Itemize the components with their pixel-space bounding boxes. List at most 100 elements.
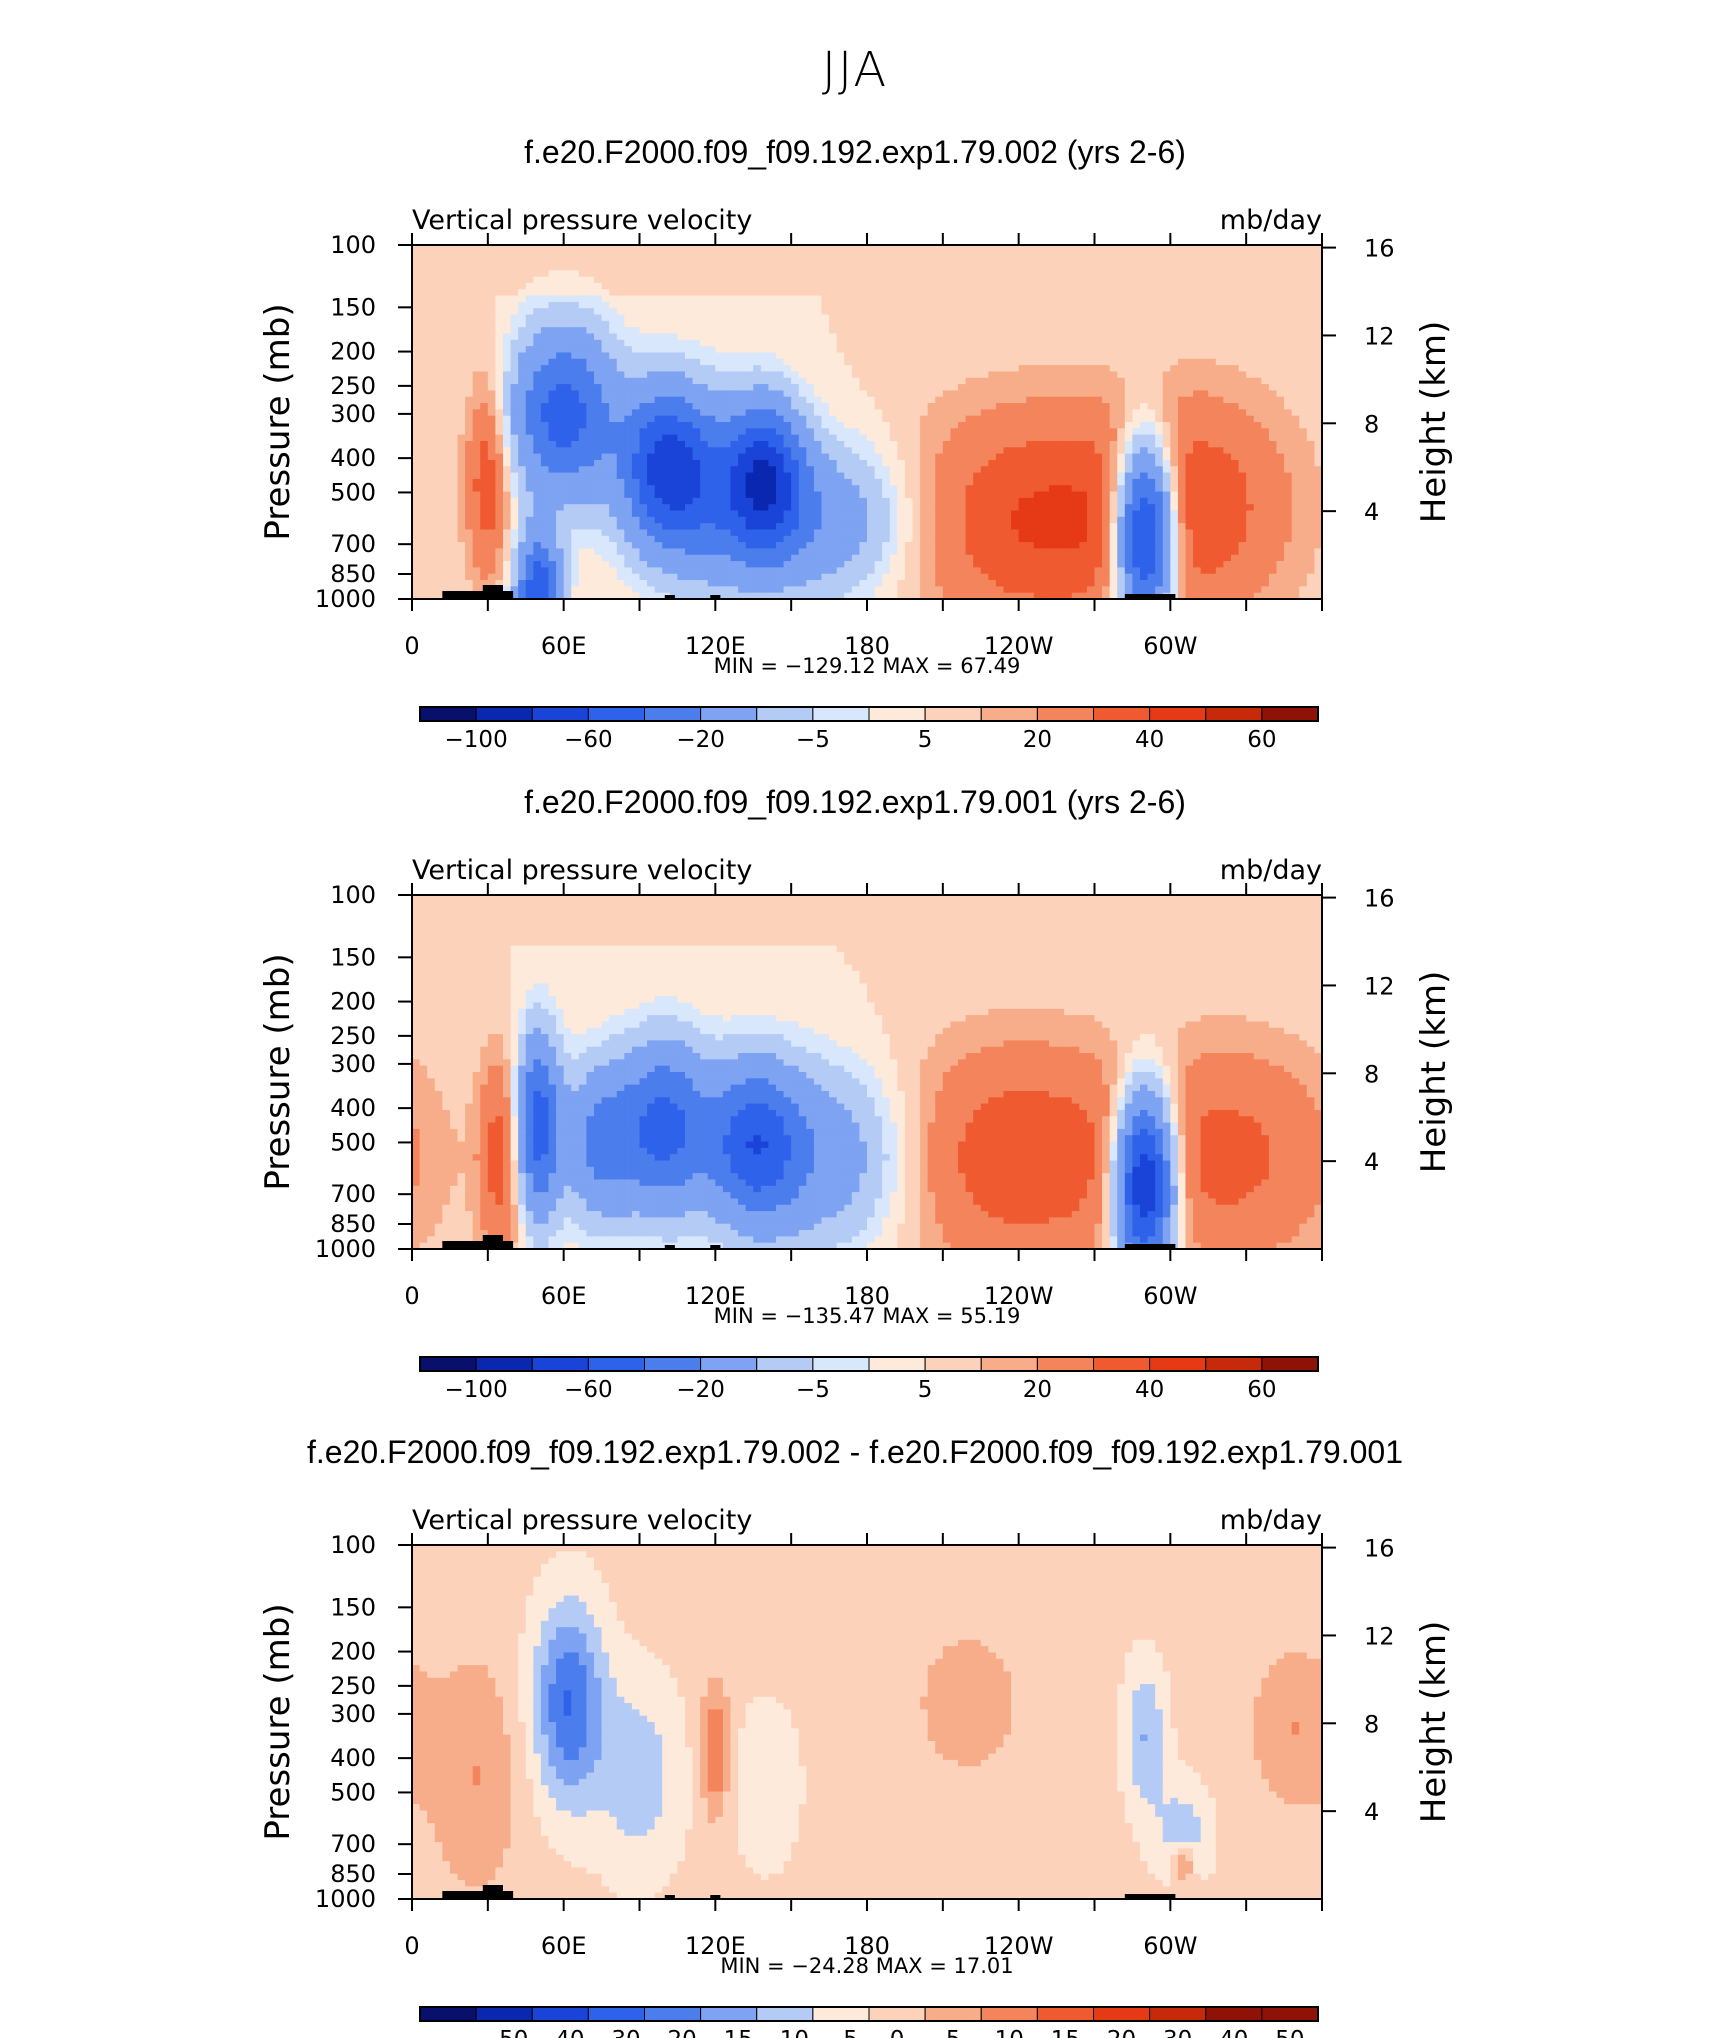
y-tick-label: 850	[330, 1210, 376, 1238]
topography-block	[482, 585, 503, 599]
colorbar-box	[868, 2006, 926, 2022]
topography-block	[442, 1241, 514, 1249]
x-tick-label: 180	[844, 1932, 890, 1960]
colorbar-label: −20	[676, 1377, 725, 1403]
y-tick-label: 100	[330, 881, 376, 909]
contour-field	[412, 245, 1322, 599]
topography-block	[710, 595, 721, 599]
stats-text: MIN = −129.12 MAX = 67.49	[714, 654, 1021, 678]
colorbar-label: −60	[564, 727, 613, 753]
y-axis-label: Pressure (mb)	[258, 303, 298, 540]
units-label: mb/day	[1220, 855, 1322, 886]
colorbar-box	[812, 706, 870, 722]
x-tick-label: 60E	[541, 1282, 587, 1310]
colorbar-box	[644, 2006, 702, 2022]
colorbar-label: 15	[1051, 2027, 1080, 2038]
colorbar-box	[1093, 2006, 1151, 2022]
colorbar-box	[812, 2006, 870, 2022]
colorbar-box	[419, 2006, 477, 2022]
contour-field	[412, 895, 1322, 1249]
height-tick-label: 8	[1364, 1060, 1379, 1088]
colorbar-label: 40	[1219, 2027, 1248, 2038]
colorbar-box	[1205, 706, 1263, 722]
y-axis-right-label: Height (km)	[1414, 321, 1454, 524]
y-tick-label: 500	[330, 1778, 376, 1806]
colorbar-label: −100	[445, 727, 508, 753]
topography-block	[482, 1885, 503, 1899]
y-tick-label: 700	[330, 1830, 376, 1858]
y-tick-label: 250	[330, 1022, 376, 1050]
colorbar-box	[587, 706, 645, 722]
topography-block	[1124, 1244, 1176, 1249]
y-axis-label: Pressure (mb)	[258, 1603, 298, 1840]
height-tick-label: 4	[1364, 1148, 1379, 1176]
topography-block	[710, 1245, 721, 1249]
colorbar-box	[756, 1356, 814, 1372]
x-tick-label: 120W	[984, 1932, 1054, 1960]
x-tick-label: 0	[404, 1932, 419, 1960]
x-tick-label: 60W	[1143, 632, 1197, 660]
height-tick-label: 8	[1364, 1710, 1379, 1738]
colorbar-label: 40	[1135, 727, 1164, 753]
colorbar-label: 30	[1163, 2027, 1192, 2038]
colorbar-box	[700, 1356, 758, 1372]
colorbar-label: −100	[445, 1377, 508, 1403]
x-tick-label: 0	[404, 632, 419, 660]
colorbar-box	[587, 1356, 645, 1372]
stats-text: MIN = −135.47 MAX = 55.19	[714, 1304, 1021, 1328]
colorbar-label: −60	[564, 1377, 613, 1403]
topography	[442, 1235, 1176, 1249]
y-tick-label: 200	[330, 1638, 376, 1666]
x-tick-label: 60W	[1143, 1282, 1197, 1310]
panel-3-title: f.e20.F2000.f09_f09.192.exp1.79.002 - f.…	[0, 1434, 1710, 1471]
colorbar-label: −15	[704, 2027, 753, 2038]
colorbar-box	[868, 1356, 926, 1372]
y-tick-label: 300	[330, 400, 376, 428]
topography	[442, 1885, 1176, 1899]
colorbar-box	[475, 1356, 533, 1372]
x-tick-label: 60E	[541, 632, 587, 660]
colorbar-label: 10	[995, 2027, 1024, 2038]
y-axis-right-label: Height (km)	[1414, 1621, 1454, 1824]
colorbar-box	[419, 706, 477, 722]
colorbar-box	[980, 1356, 1038, 1372]
height-tick-label: 12	[1364, 322, 1395, 350]
colorbar-box	[475, 2006, 533, 2022]
colorbar-box	[1149, 706, 1207, 722]
colorbar-box	[1093, 706, 1151, 722]
panel-2-title: f.e20.F2000.f09_f09.192.exp1.79.001 (yrs…	[0, 784, 1710, 821]
y-tick-label: 100	[330, 1531, 376, 1559]
y-tick-label: 100	[330, 231, 376, 259]
x-tick-label: 120E	[685, 1932, 746, 1960]
x-tick-label: 120W	[984, 1282, 1054, 1310]
y-tick-label: 300	[330, 1700, 376, 1728]
colorbar-label: 5	[918, 1377, 933, 1403]
colorbar-label: −20	[676, 727, 725, 753]
colorbar-label: 40	[1135, 1377, 1164, 1403]
colorbar: −100 −60 −20 −5 5 20 40 60	[419, 706, 1319, 753]
y-axis-right-label: Height (km)	[1414, 971, 1454, 1174]
units-label: mb/day	[1220, 205, 1322, 236]
height-tick-label: 16	[1364, 1535, 1395, 1563]
y-tick-label: 250	[330, 372, 376, 400]
colorbar-label: 5	[946, 2027, 961, 2038]
y-tick-label: 300	[330, 1050, 376, 1078]
x-tick-label: 120W	[984, 632, 1054, 660]
y-tick-label: 850	[330, 1860, 376, 1888]
topography-block	[1124, 1894, 1176, 1899]
y-tick-label: 150	[330, 293, 376, 321]
y-tick-label: 200	[330, 338, 376, 366]
colorbar-frame	[419, 2006, 1319, 2022]
colorbar-box	[1036, 2006, 1094, 2022]
colorbar-box	[1036, 1356, 1094, 1372]
colorbar-box	[868, 706, 926, 722]
height-tick-label: 4	[1364, 498, 1379, 526]
colorbar-box	[1261, 1356, 1319, 1372]
y-axis-label: Pressure (mb)	[258, 953, 298, 1190]
colorbar-box	[531, 1356, 589, 1372]
height-tick-label: 4	[1364, 1798, 1379, 1826]
colorbar-label: 5	[918, 727, 933, 753]
colorbar-label: −40	[536, 2027, 585, 2038]
colorbar-label: −5	[796, 727, 830, 753]
colorbar-box	[924, 1356, 982, 1372]
